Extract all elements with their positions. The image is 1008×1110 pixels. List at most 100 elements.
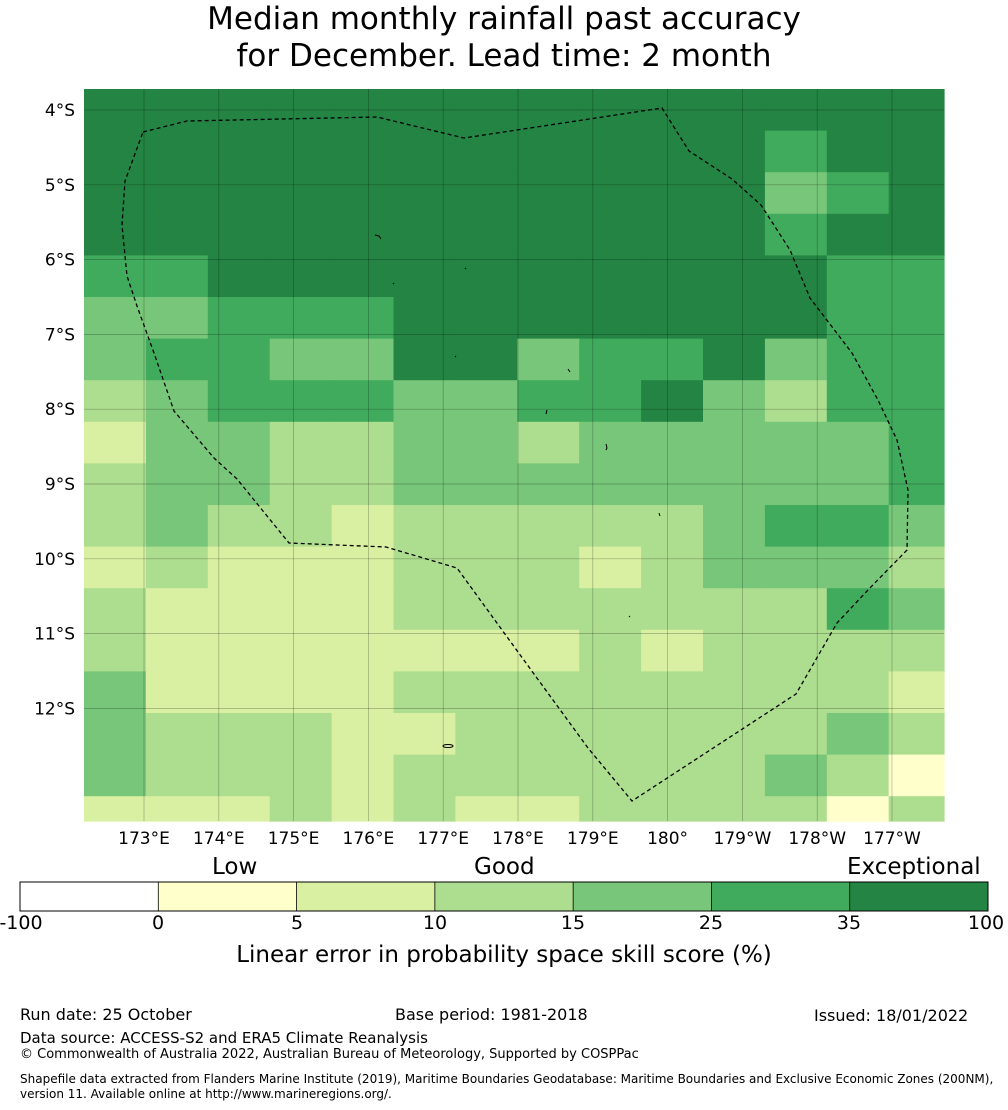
grid-cell (393, 546, 456, 589)
grid-cell (641, 421, 704, 464)
grid-cell (888, 213, 945, 256)
grid-cell (517, 629, 580, 672)
grid-cell (641, 213, 704, 256)
grid-cell (269, 172, 333, 215)
longitude-label: 177°W (863, 829, 921, 849)
grid-cell (703, 629, 766, 672)
island (374, 234, 382, 240)
grid-cell (393, 629, 456, 672)
grid-cell (145, 338, 209, 381)
skill-grid (84, 89, 945, 822)
grid-cell (641, 629, 704, 672)
grid-cell (764, 463, 828, 506)
grid-cell (84, 255, 147, 298)
grid-cell (207, 89, 271, 132)
island (658, 512, 661, 517)
grid-cell (331, 463, 395, 506)
grid-cell (331, 588, 395, 631)
grid-cell (826, 713, 890, 756)
grid-cell (207, 421, 271, 464)
grid-cell (888, 130, 945, 173)
grid-cell (455, 629, 518, 672)
grid-cell (826, 505, 890, 548)
grid-cell (331, 338, 395, 381)
grid-cell (145, 671, 209, 714)
grid-cell (269, 588, 333, 631)
latitude-label: 11°S (34, 625, 75, 645)
grid-cell (207, 671, 271, 714)
eez-boundary (121, 107, 909, 802)
grid-cell (84, 671, 147, 714)
colorbar-segment (296, 882, 436, 911)
grid-cell (641, 255, 704, 298)
grid-cell (517, 213, 580, 256)
grid-cell (764, 754, 828, 797)
grid-cell (579, 588, 642, 631)
grid-cell (579, 796, 642, 822)
grid-cell (145, 546, 209, 589)
grid-cell (269, 546, 333, 589)
grid-cell (764, 629, 828, 672)
issued-date: Issued: 18/01/2022 (814, 1006, 969, 1025)
colorbar-label-good: Good (474, 854, 535, 880)
grid-cell (207, 213, 271, 256)
grid-cell (393, 172, 456, 215)
grid-cell (826, 421, 890, 464)
grid-cell (455, 463, 518, 506)
grid-cell (703, 421, 766, 464)
grid-cell (826, 463, 890, 506)
colorbar-tick: 35 (836, 912, 862, 934)
grid-cell (888, 505, 945, 548)
grid-cell (269, 671, 333, 714)
grid-cell (145, 505, 209, 548)
grid-cell (703, 297, 766, 340)
grid-cell (764, 130, 828, 173)
grid-cell (331, 89, 395, 132)
grid-cell (517, 505, 580, 548)
grid-cell (145, 130, 209, 173)
latitude-label: 4°S (45, 101, 75, 121)
longitude-label: 173°E (118, 829, 170, 849)
grid-cell (393, 213, 456, 256)
copyright: © Commonwealth of Australia 2022, Austra… (20, 1047, 639, 1062)
island (628, 615, 631, 618)
grid-cell (269, 338, 333, 381)
grid-cell (207, 505, 271, 548)
grid-cell (393, 297, 456, 340)
graticule (84, 89, 944, 821)
grid-cell (84, 89, 147, 132)
grid-cell (269, 796, 333, 822)
grid-cell (888, 338, 945, 381)
colorbar-tick: -100 (0, 912, 43, 934)
longitude-label: 174°E (193, 829, 245, 849)
grid-cell (393, 421, 456, 464)
island-outlines (374, 234, 661, 748)
grid-cell (331, 754, 395, 797)
grid-cell (888, 546, 945, 589)
grid-cell (764, 213, 828, 256)
grid-cell (269, 629, 333, 672)
grid-cell (207, 713, 271, 756)
longitude-label: 178°E (492, 829, 544, 849)
grid-cell (145, 89, 209, 132)
grid-cell (145, 629, 209, 672)
grid-cell (455, 796, 518, 822)
grid-cell (826, 130, 890, 173)
grid-cell (331, 380, 395, 423)
grid-cell (393, 338, 456, 381)
grid-cell (455, 297, 518, 340)
grid-cell (393, 671, 456, 714)
grid-cell (207, 546, 271, 589)
grid-cell (517, 796, 580, 822)
grid-cell (826, 255, 890, 298)
grid-cell (579, 421, 642, 464)
grid-cell (517, 463, 580, 506)
grid-cell (764, 380, 828, 423)
grid-cell (207, 629, 271, 672)
longitude-label: 180° (647, 829, 688, 849)
grid-cell (641, 463, 704, 506)
grid-cell (84, 338, 147, 381)
grid-cell (764, 297, 828, 340)
grid-cell (641, 671, 704, 714)
grid-cell (145, 713, 209, 756)
